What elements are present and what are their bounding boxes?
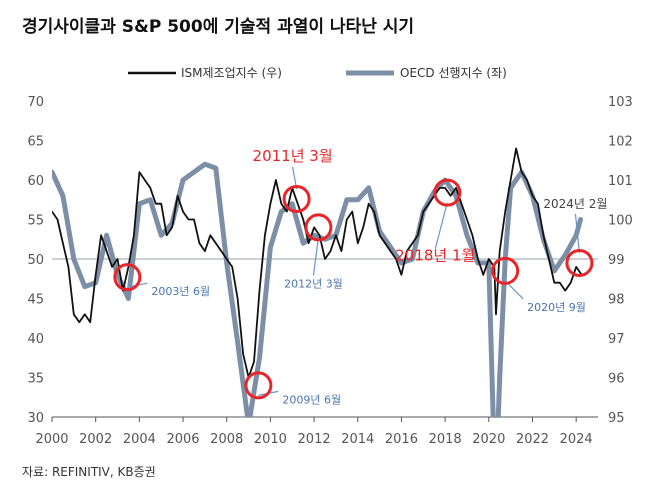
x-tick-label: 2000 (35, 432, 68, 447)
annotation-circle (282, 184, 311, 213)
annotation-label: 2024년 2월 (543, 197, 607, 211)
x-tick-label: 2002 (79, 432, 112, 447)
annotation-label: 2020년 9월 (527, 301, 586, 314)
series-line-oecd (52, 161, 583, 417)
annotation-2024년 2월: 2024년 2월 (543, 197, 607, 277)
annotation-2009년 6월: 2009년 6월 (244, 371, 341, 406)
y-left-tick-label: 30 (27, 411, 44, 426)
annotation-label: 2003년 6월 (151, 285, 210, 298)
annotation-2018년 1월: 2018년 1월 (395, 178, 475, 265)
annotation-circle (244, 371, 273, 400)
annotation-label: 2012년 3월 (284, 277, 343, 290)
y-right-tick-label: 99 (608, 253, 625, 268)
y-right-tick-label: 98 (608, 293, 625, 308)
chart-annotations: 2003년 6월 2009년 6월 2011년 3월 2012년 3월 2018년 1월… (113, 147, 607, 406)
x-tick-label: 2018 (429, 432, 462, 447)
legend-label-ism: ISM제조업지수 (우) (181, 66, 282, 80)
x-tick-label: 2012 (298, 432, 331, 447)
y-right-tick-label: 101 (608, 174, 633, 189)
y-left-tick-label: 70 (27, 95, 44, 110)
series-line-ism (52, 147, 583, 379)
x-axis: 2000 2002 2004 2006 2008 2010 2012 2014 2016 2018… (35, 417, 593, 447)
y-left-tick-label: 55 (27, 214, 44, 229)
annotation-label: 2009년 6월 (282, 393, 341, 406)
y-left-tick-label: 50 (27, 253, 44, 268)
chart-legend: ISM제조업지수 (우) OECD 선행지수 (좌) (128, 65, 507, 80)
y-right-tick-label: 102 (608, 135, 633, 150)
y-left-tick-label: 40 (27, 332, 44, 347)
x-tick-label: 2010 (254, 432, 287, 447)
legend-label-oecd: OECD 선행지수 (좌) (400, 65, 507, 80)
y-left-tick-label: 35 (27, 372, 44, 387)
annotation-2011년 3월: 2011년 3월 (253, 147, 333, 213)
annotation-leader (312, 237, 320, 276)
x-tick-label: 2004 (123, 432, 156, 447)
x-tick-label: 2008 (210, 432, 243, 447)
y-axis-left: 30 35 40 45 50 55 60 65 70 (27, 95, 44, 426)
annotation-2012년 3월: 2012년 3월 (284, 213, 343, 290)
y-axis-right: 95 96 97 98 99 100 101 102 103 (608, 95, 633, 426)
x-tick-label: 2022 (516, 432, 549, 447)
x-tick-label: 2024 (560, 432, 593, 447)
y-right-tick-label: 100 (608, 214, 633, 229)
annotation-2020년 9월: 2020년 9월 (491, 256, 586, 314)
y-left-tick-label: 60 (27, 174, 44, 189)
annotation-2003년 6월: 2003년 6월 (113, 263, 210, 298)
x-tick-label: 2006 (166, 432, 199, 447)
y-right-tick-label: 95 (608, 411, 625, 426)
source-note: 자료: REFINITIV, KB증권 (22, 465, 156, 479)
annotation-circle (304, 213, 333, 242)
annotation-circle (491, 256, 520, 285)
y-left-tick-label: 45 (27, 293, 44, 308)
annotation-circle (433, 178, 462, 207)
x-tick-label: 2014 (341, 432, 374, 447)
annotation-leader (434, 202, 448, 249)
series-lines (52, 147, 583, 417)
y-right-tick-label: 97 (608, 332, 625, 347)
x-tick-label: 2020 (472, 432, 505, 447)
annotation-leader (574, 213, 581, 254)
annotation-label: 2011년 3월 (253, 147, 333, 165)
y-right-tick-label: 103 (608, 95, 633, 110)
y-right-tick-label: 96 (608, 372, 625, 387)
annotation-circle (113, 263, 142, 292)
annotation-circle (565, 248, 594, 277)
x-tick-label: 2016 (385, 432, 418, 447)
y-left-tick-label: 65 (27, 135, 44, 150)
annotation-label: 2018년 1월 (395, 247, 475, 265)
chart-title: 경기사이클과 S&P 500에 기술적 과열이 나타난 시기 (22, 17, 414, 37)
